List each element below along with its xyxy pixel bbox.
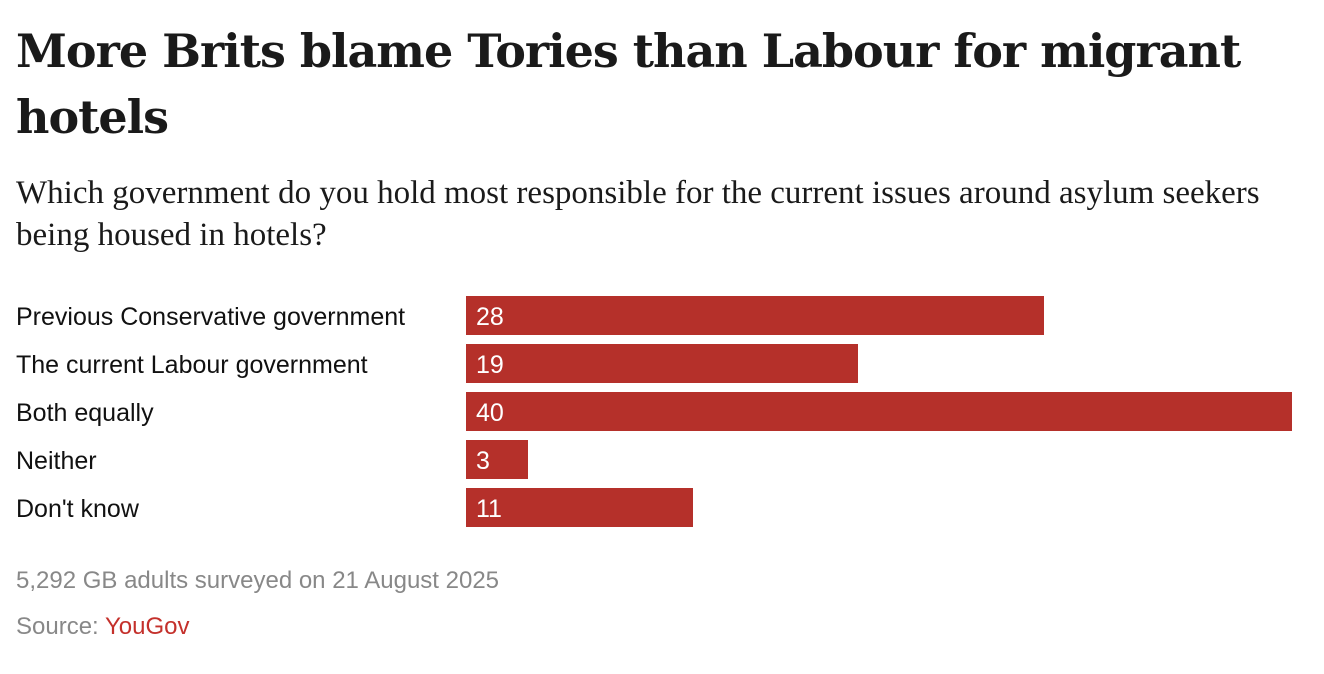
category-label: The current Labour government [16, 351, 368, 379]
bar [466, 344, 858, 383]
bar-row: Neither 3 [16, 440, 1308, 480]
bar-row: Don't know 11 [16, 488, 1308, 528]
category-label: Previous Conservative government [16, 303, 406, 331]
category-label: Both equally [16, 399, 154, 427]
bar [466, 488, 693, 527]
bar [466, 440, 528, 479]
bar-row: Both equally 40 [16, 392, 1308, 432]
bar-row: The current Labour government 19 [16, 344, 1308, 384]
bar [466, 296, 1044, 335]
bar-value-label: 19 [476, 351, 504, 379]
chart-title: More Brits blame Tories than Labour for … [16, 24, 1241, 144]
bar-value-label: 28 [476, 303, 504, 331]
bar [466, 392, 1292, 431]
category-label: Neither [16, 447, 97, 475]
bar-chart: Previous Conservative government 28 The cu… [16, 296, 1308, 536]
bar-value-label: 11 [476, 495, 502, 523]
bar-row: Previous Conservative government 28 [16, 296, 1308, 336]
chart-subtitle: Which government do you hold most respon… [16, 175, 1260, 253]
survey-note: 5,292 GB adults surveyed on 21 August 20… [16, 567, 500, 594]
source-line: Source: YouGov [16, 612, 1308, 642]
bar-value-label: 40 [476, 399, 504, 427]
bar-value-label: 3 [476, 447, 490, 475]
chart-page: More Brits blame Tories than Labour for … [16, 18, 1308, 642]
category-label: Don't know [16, 495, 139, 523]
source-label: Source: [16, 613, 105, 640]
source-link[interactable]: YouGov [104, 613, 190, 640]
